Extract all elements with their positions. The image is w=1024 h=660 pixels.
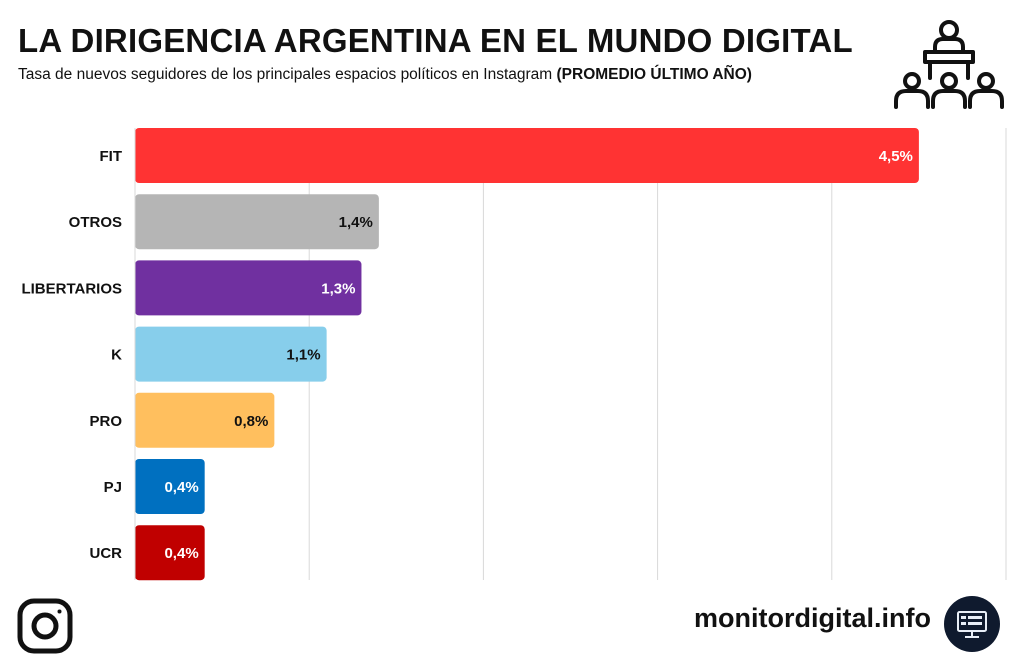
bar-chart: FIT 4,5% OTROS 1,4% LIBERTARIOS 1,3% K 1,1% PRO 0… [21, 128, 1007, 581]
value-label: 0,4% [164, 479, 198, 496]
bar [135, 459, 205, 514]
category-label: LIBERTARIOS [21, 280, 122, 297]
value-label: 1,1% [286, 347, 320, 364]
value-label: 1,4% [339, 214, 373, 231]
value-label: 4,5% [879, 148, 913, 165]
chart-title: LA DIRIGENCIA ARGENTINA EN EL MUNDO DIGI… [18, 22, 853, 59]
bar [135, 260, 362, 316]
category-label: PJ [104, 479, 122, 496]
value-label: 1,3% [321, 280, 355, 297]
category-label: K [111, 347, 122, 364]
category-label: OTROS [69, 214, 122, 231]
monitor-dashboard-icon [944, 596, 1000, 652]
subtitle-emphasis: (PROMEDIO ÚLTIMO AÑO) [556, 66, 752, 83]
category-label: PRO [89, 413, 122, 430]
chart-subtitle: Tasa de nuevos seguidores de los princip… [18, 66, 752, 84]
brand-name: monitordigital.info [694, 603, 931, 633]
politician-podium-audience-icon [894, 20, 1004, 109]
category-label: UCR [90, 545, 123, 562]
value-label: 0,4% [164, 545, 198, 562]
bar [135, 392, 275, 448]
bar [135, 326, 327, 382]
category-label: FIT [100, 148, 123, 165]
bar [135, 525, 205, 581]
bar [135, 128, 919, 183]
instagram-icon [17, 598, 73, 654]
bar [135, 194, 379, 250]
subtitle-text: Tasa de nuevos seguidores de los princip… [18, 66, 557, 83]
value-label: 0,8% [234, 413, 268, 430]
